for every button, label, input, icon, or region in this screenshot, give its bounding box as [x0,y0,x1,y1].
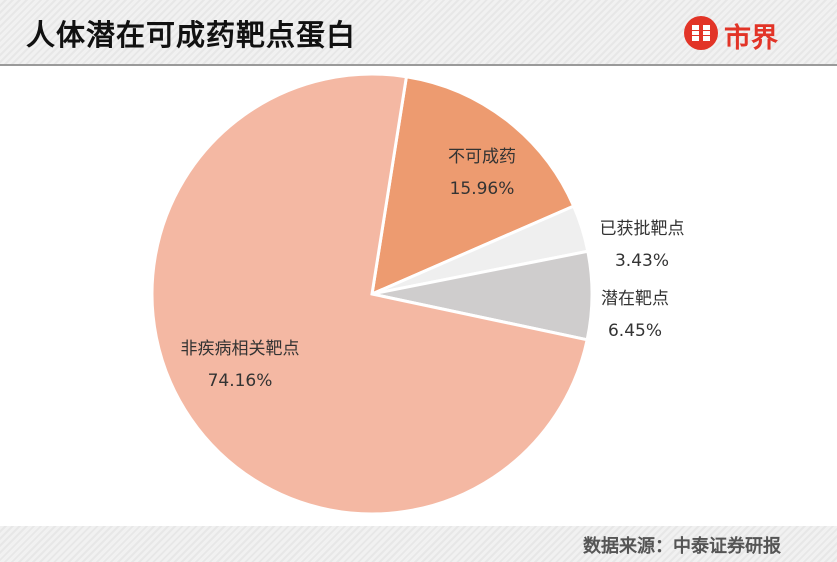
logo-text: 市界 [724,23,778,54]
chart-title: 人体潜在可成药靶点蛋白 [26,18,357,52]
slice-value-label-3: 6.45% [608,321,662,341]
brand-logo: 市界 [684,16,804,56]
pie-chart: 不可成药 15.96% 已获批靶点 3.43% 潜在靶点 6.45% 非疾病相关靶点 74.1… [0,66,837,526]
header-bar: 人体潜在可成药靶点蛋白 市界 [0,0,837,66]
slice-name-label-1: 不可成药 [448,147,516,167]
slice-name-label-2: 已获批靶点 [600,219,685,239]
pie-chart-svg: 不可成药 15.96% 已获批靶点 3.43% 潜在靶点 6.45% 非疾病相关靶点 74.1… [150,72,685,516]
pie-slice-4 [150,72,589,516]
dollar-circle-icon [684,16,718,50]
slice-value-label-1: 15.96% [450,179,515,199]
slice-value-label-2: 3.43% [615,251,669,271]
pie-slice-1 [370,74,576,297]
data-source: 数据来源：中泰证券研报 [583,536,781,557]
footer-bar: 数据来源：中泰证券研报 [0,526,837,562]
slice-name-label-4: 非疾病相关靶点 [181,339,300,359]
slice-name-label-3: 潜在靶点 [601,289,669,309]
slice-value-label-4: 74.16% [208,371,273,391]
